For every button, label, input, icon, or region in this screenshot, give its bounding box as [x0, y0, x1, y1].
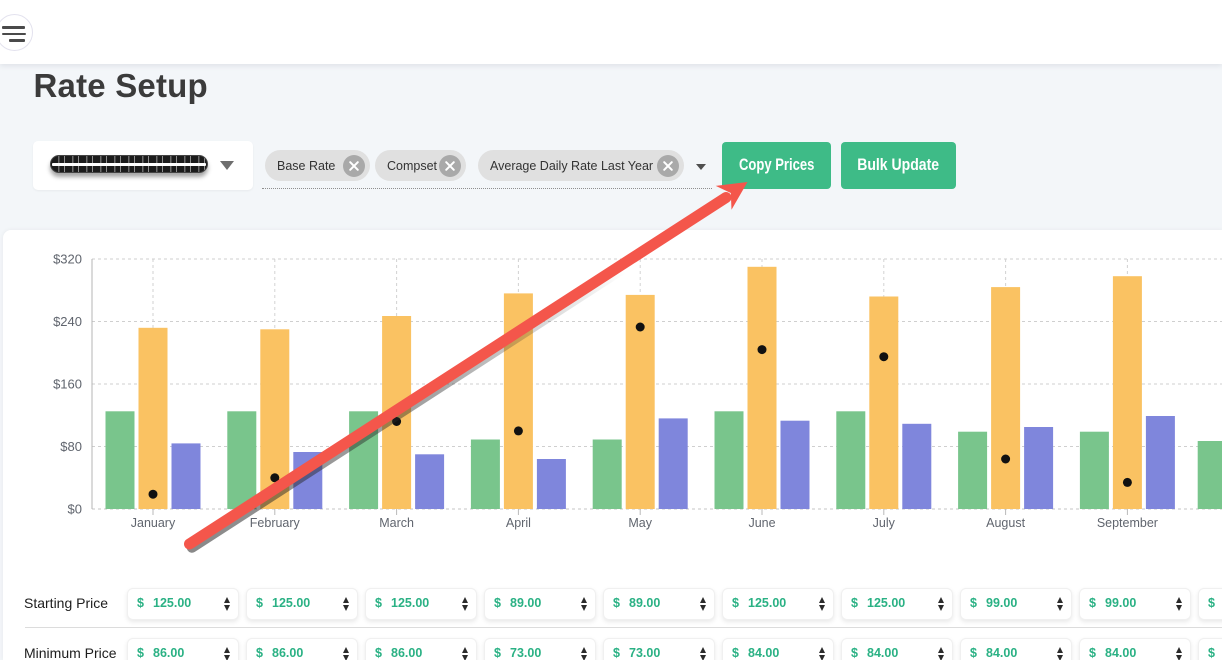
svg-text:March: March — [379, 516, 414, 530]
svg-text:$240: $240 — [53, 314, 82, 329]
svg-text:February: February — [250, 516, 301, 530]
svg-text:May: May — [628, 516, 652, 530]
svg-text:June: June — [748, 516, 775, 530]
svg-text:$320: $320 — [53, 252, 82, 267]
svg-text:April: April — [506, 516, 531, 530]
svg-text:$0: $0 — [68, 502, 82, 517]
svg-text:$160: $160 — [53, 377, 82, 392]
svg-text:$80: $80 — [60, 439, 82, 454]
svg-text:September: September — [1097, 516, 1158, 530]
svg-text:August: August — [986, 516, 1025, 530]
svg-text:January: January — [131, 516, 176, 530]
svg-text:July: July — [873, 516, 896, 530]
